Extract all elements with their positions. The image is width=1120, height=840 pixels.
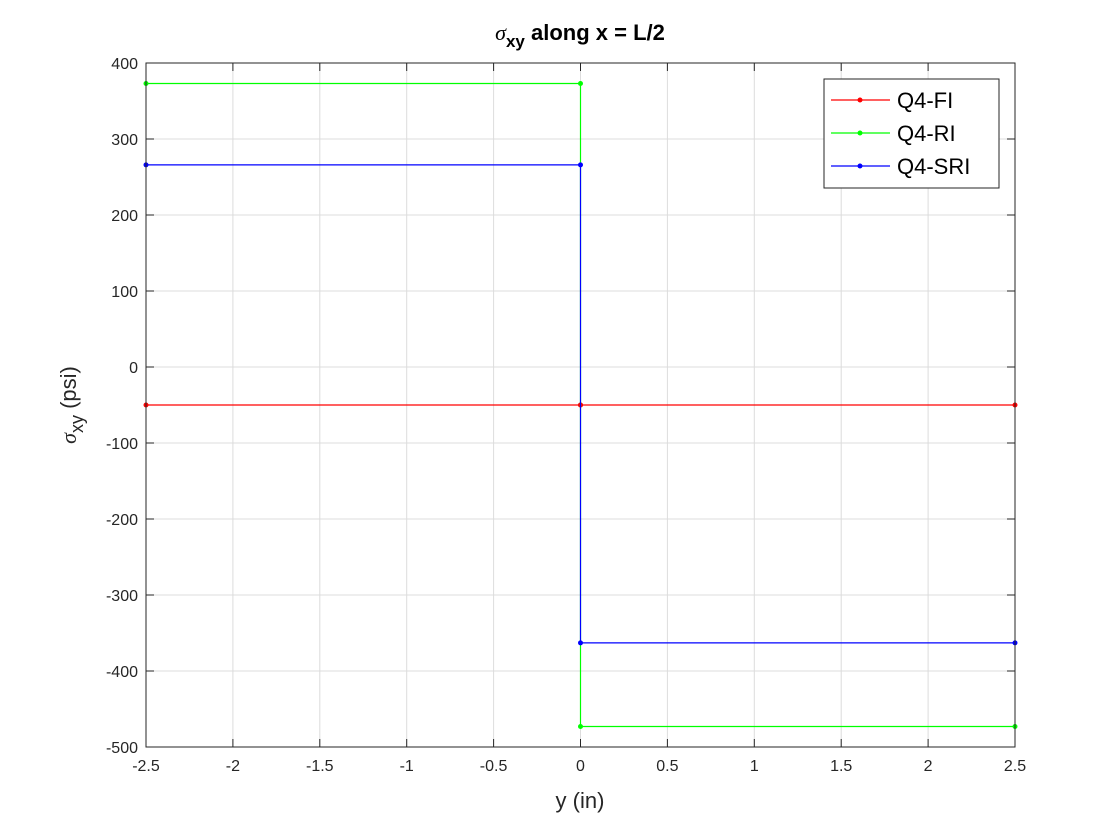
x-tick-label: 0 (576, 758, 585, 775)
legend-label-q4-ri: Q4-RI (897, 121, 956, 146)
legend: Q4-FI Q4-RI Q4-SRI (823, 78, 1000, 189)
y-tick-label: -400 (106, 664, 138, 681)
x-tick-label: 1.5 (830, 758, 852, 775)
legend-marker-q4-sri (857, 163, 863, 169)
data-point-q4-sri (578, 640, 583, 646)
ticks-group: -2.5 -2 -1.5 -1 -0.5 0 0.5 1 1.5 2 2.5 -500 -400 -300… (106, 56, 1026, 775)
series-group (143, 81, 1018, 729)
x-tick-label: 2 (924, 758, 933, 775)
data-point-q4-ri (578, 723, 583, 729)
legend-marker-q4-ri (857, 130, 863, 136)
legend-label-q4-fi: Q4-FI (897, 88, 953, 113)
y-tick-label: -500 (106, 740, 138, 757)
y-tick-label: 100 (111, 284, 138, 301)
x-tick-label: -1 (400, 758, 414, 775)
x-tick-label: -2.5 (132, 758, 160, 775)
y-tick-label: -100 (106, 436, 138, 453)
y-tick-label: 200 (111, 208, 138, 225)
x-tick-label: -0.5 (480, 758, 508, 775)
legend-marker-q4-fi (857, 97, 863, 103)
chart-title: σxy along x = L/2 (495, 20, 665, 51)
legend-label-q4-sri: Q4-SRI (897, 154, 970, 179)
x-tick-label: 2.5 (1004, 758, 1026, 775)
y-axis-label: σxy (psi) (56, 366, 87, 444)
y-tick-label: 300 (111, 132, 138, 149)
x-tick-label: -2 (226, 758, 240, 775)
y-tick-label: -300 (106, 588, 138, 605)
x-tick-label: -1.5 (306, 758, 334, 775)
data-point-q4-sri (578, 162, 583, 168)
y-tick-label: 0 (129, 360, 138, 377)
x-axis-label: y (in) (556, 788, 605, 813)
data-point-q4-ri (578, 81, 583, 87)
x-tick-label: 0.5 (656, 758, 678, 775)
y-tick-label: 400 (111, 56, 138, 73)
series-line-q4-sri (146, 164, 1015, 644)
y-tick-label: -200 (106, 512, 138, 529)
x-tick-label: 1 (750, 758, 759, 775)
